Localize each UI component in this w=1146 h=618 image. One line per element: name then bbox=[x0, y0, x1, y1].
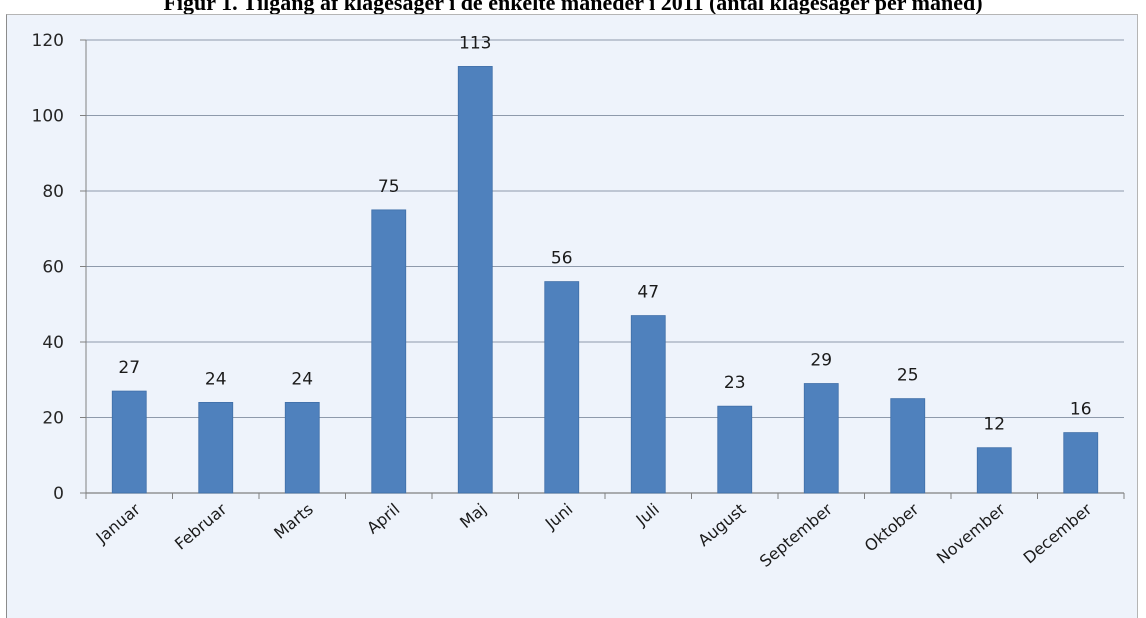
axes bbox=[80, 39, 1125, 499]
data-label-august: 23 bbox=[724, 373, 746, 393]
x-tick-label-juni: Juni bbox=[541, 500, 577, 534]
x-tick-label-april: April bbox=[363, 500, 403, 538]
bar-juli bbox=[630, 315, 666, 494]
bar-oktober bbox=[890, 398, 926, 494]
y-tick-label: 100 bbox=[32, 107, 64, 127]
bar-august bbox=[717, 405, 753, 494]
y-tick-label: 40 bbox=[42, 333, 64, 353]
y-tick-label: 60 bbox=[42, 258, 64, 278]
gridlines bbox=[86, 39, 1124, 418]
data-label-juli: 47 bbox=[637, 283, 659, 303]
data-label-maj: 113 bbox=[459, 33, 491, 53]
data-label-marts: 24 bbox=[291, 369, 313, 389]
y-tick-label: 120 bbox=[32, 31, 64, 51]
bar-marts bbox=[284, 401, 320, 494]
x-tick-label-november: November bbox=[933, 499, 1009, 567]
data-label-april: 75 bbox=[378, 177, 400, 197]
bar-september bbox=[803, 383, 839, 494]
x-tick-label-december: December bbox=[1020, 499, 1096, 567]
data-label-september: 29 bbox=[810, 351, 832, 371]
bar-november bbox=[976, 447, 1012, 494]
bar-december bbox=[1063, 432, 1099, 494]
x-tick-label-februar: Februar bbox=[171, 499, 231, 553]
data-label-juni: 56 bbox=[551, 249, 573, 269]
y-tick-label: 80 bbox=[42, 182, 64, 202]
x-tick-label-januar: Januar bbox=[92, 499, 145, 547]
x-tick-label-oktober: Oktober bbox=[861, 499, 923, 555]
y-tick-label: 20 bbox=[42, 409, 64, 429]
bars bbox=[111, 66, 1099, 494]
bar-januar bbox=[111, 390, 147, 494]
bar-juni bbox=[544, 281, 580, 494]
bar-april bbox=[371, 209, 407, 494]
bar-maj bbox=[457, 66, 493, 494]
data-label-oktober: 25 bbox=[897, 366, 919, 386]
data-label-december: 16 bbox=[1070, 400, 1092, 420]
x-tick-label-august: August bbox=[694, 500, 749, 551]
x-tick-label-september: September bbox=[756, 499, 836, 571]
x-tick-label-maj: Maj bbox=[456, 500, 490, 533]
data-label-november: 12 bbox=[983, 415, 1005, 435]
chart-title: Figur 1. Tilgang af klagesager i de enke… bbox=[163, 0, 983, 15]
data-label-februar: 24 bbox=[205, 369, 227, 389]
x-tick-label-marts: Marts bbox=[270, 500, 317, 543]
bar-februar bbox=[198, 401, 234, 494]
x-tick-label-juli: Juli bbox=[632, 500, 663, 530]
data-label-januar: 27 bbox=[118, 358, 140, 378]
y-tick-label: 0 bbox=[53, 484, 64, 504]
